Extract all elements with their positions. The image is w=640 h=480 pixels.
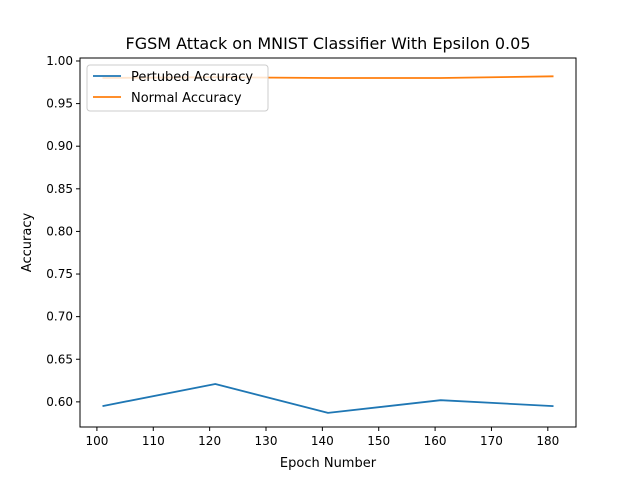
plot-area — [80, 58, 576, 427]
x-axis-label: Epoch Number — [280, 456, 377, 471]
x-tick-label: 110 — [142, 434, 165, 448]
y-tick-label: 0.95 — [46, 97, 73, 111]
x-tick-label: 140 — [311, 434, 334, 448]
x-tick-label: 120 — [198, 434, 221, 448]
y-tick-label: 0.60 — [46, 395, 73, 409]
x-tick-label: 170 — [480, 434, 503, 448]
x-tick-label: 160 — [424, 434, 447, 448]
y-tick-label: 0.85 — [46, 182, 73, 196]
x-tick-label: 100 — [85, 434, 108, 448]
plot-frame — [79, 57, 577, 428]
y-tick-label: 1.00 — [46, 54, 73, 68]
x-tick-label: 150 — [367, 434, 390, 448]
x-tick-label: 180 — [536, 434, 559, 448]
legend-label-pertubed: Pertubed Accuracy — [131, 70, 253, 85]
legend-label-normal: Normal Accuracy — [131, 91, 242, 106]
y-tick-label: 0.70 — [46, 310, 73, 324]
chart-title: FGSM Attack on MNIST Classifier With Eps… — [125, 34, 530, 53]
legend-box — [86, 64, 269, 112]
series-line-0 — [102, 383, 554, 414]
y-tick-label: 0.90 — [46, 139, 73, 153]
y-axis-label: Accuracy — [20, 213, 35, 273]
x-tick-label: 130 — [255, 434, 278, 448]
y-axis: 0.60 0.65 0.70 0.75 0.80 0.85 0.90 0.95 1.00 — [46, 54, 80, 409]
y-tick-label: 0.80 — [46, 224, 73, 238]
x-axis: 100 110 120 130 140 150 160 170 180 — [85, 427, 559, 448]
legend: Pertubed Accuracy Normal Accuracy — [86, 64, 269, 112]
y-tick-label: 0.65 — [46, 352, 73, 366]
y-tick-label: 0.75 — [46, 267, 73, 281]
